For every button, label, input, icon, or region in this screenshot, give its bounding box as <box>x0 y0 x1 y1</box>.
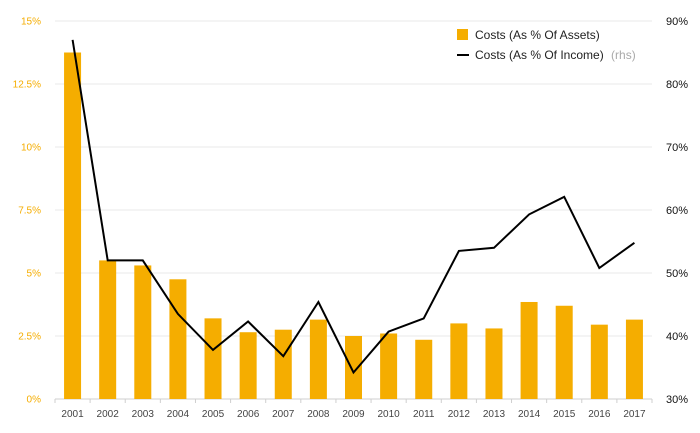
y-left-tick-label: 0% <box>27 395 42 406</box>
y-left-tick-label: 2.5% <box>18 332 41 343</box>
legend-line-suffix: (rhs) <box>611 48 636 62</box>
y-right-tick-label: 90% <box>666 16 688 28</box>
bar <box>309 319 327 399</box>
x-tick-label: 2006 <box>237 409 260 420</box>
y-left-tick-label: 12.5% <box>13 80 41 91</box>
x-tick-label: 2015 <box>553 409 576 420</box>
bar <box>415 339 433 399</box>
grid-layer <box>55 20 652 400</box>
x-tick-label: 2005 <box>202 409 225 420</box>
bar <box>99 260 117 399</box>
x-tick-label: 2014 <box>518 409 541 420</box>
y-right-tick-label: 60% <box>666 205 688 217</box>
line-layer <box>71 39 635 375</box>
bar <box>204 318 222 399</box>
bar <box>450 323 468 399</box>
legend: Costs (As % Of Assets) Costs (As % Of In… <box>457 28 636 62</box>
x-tick-label: 2017 <box>623 409 646 420</box>
x-tick-label: 2002 <box>97 409 120 420</box>
y-right-tick-label: 70% <box>666 142 688 154</box>
y-left-tick-label: 15% <box>21 17 41 28</box>
bar <box>239 332 257 399</box>
y-right-tick-label: 40% <box>666 331 688 343</box>
y-left-tick-label: 7.5% <box>18 206 41 217</box>
legend-line-label: Costs (As % Of Income) <box>475 48 604 62</box>
bar <box>520 301 538 399</box>
x-tick-label: 2007 <box>272 409 295 420</box>
bar <box>169 279 187 399</box>
x-tick-label: 2010 <box>377 409 400 420</box>
bar <box>64 52 82 399</box>
bar <box>555 305 573 399</box>
bar <box>380 333 398 399</box>
bar <box>590 324 608 399</box>
x-tick-label: 2009 <box>342 409 365 420</box>
x-tick-label: 2013 <box>483 409 506 420</box>
bar <box>345 336 362 399</box>
y-left-tick-label: 10% <box>21 143 41 154</box>
income-cost-line <box>71 39 635 375</box>
x-tick-label: 2016 <box>588 409 611 420</box>
y-left-tick-label: 5% <box>27 269 42 280</box>
bar <box>274 329 292 399</box>
x-tick-label: 2001 <box>61 409 84 420</box>
x-tick-label: 2003 <box>132 409 155 420</box>
x-tick-label: 2004 <box>167 409 190 420</box>
legend-line-label-group: Costs (As % Of Income) (rhs) <box>475 48 636 62</box>
bar <box>485 328 503 399</box>
x-tick-label: 2008 <box>307 409 330 420</box>
legend-bar-label: Costs (As % Of Assets) <box>475 28 600 42</box>
x-tick-label: 2011 <box>413 409 435 420</box>
y-right-tick-label: 50% <box>666 268 688 280</box>
axes-layer: 0% 2.5% 5% 7.5% 10% 12.5% 15% 30% 40% 50% 60% 70% 80… <box>13 16 689 420</box>
x-tick-label: 2012 <box>448 409 471 420</box>
y-right-tick-label: 30% <box>666 394 688 406</box>
legend-bar-swatch <box>457 29 468 40</box>
bars-layer <box>64 52 643 399</box>
bar <box>134 265 152 399</box>
bar <box>625 319 643 399</box>
y-right-tick-label: 80% <box>666 79 688 91</box>
